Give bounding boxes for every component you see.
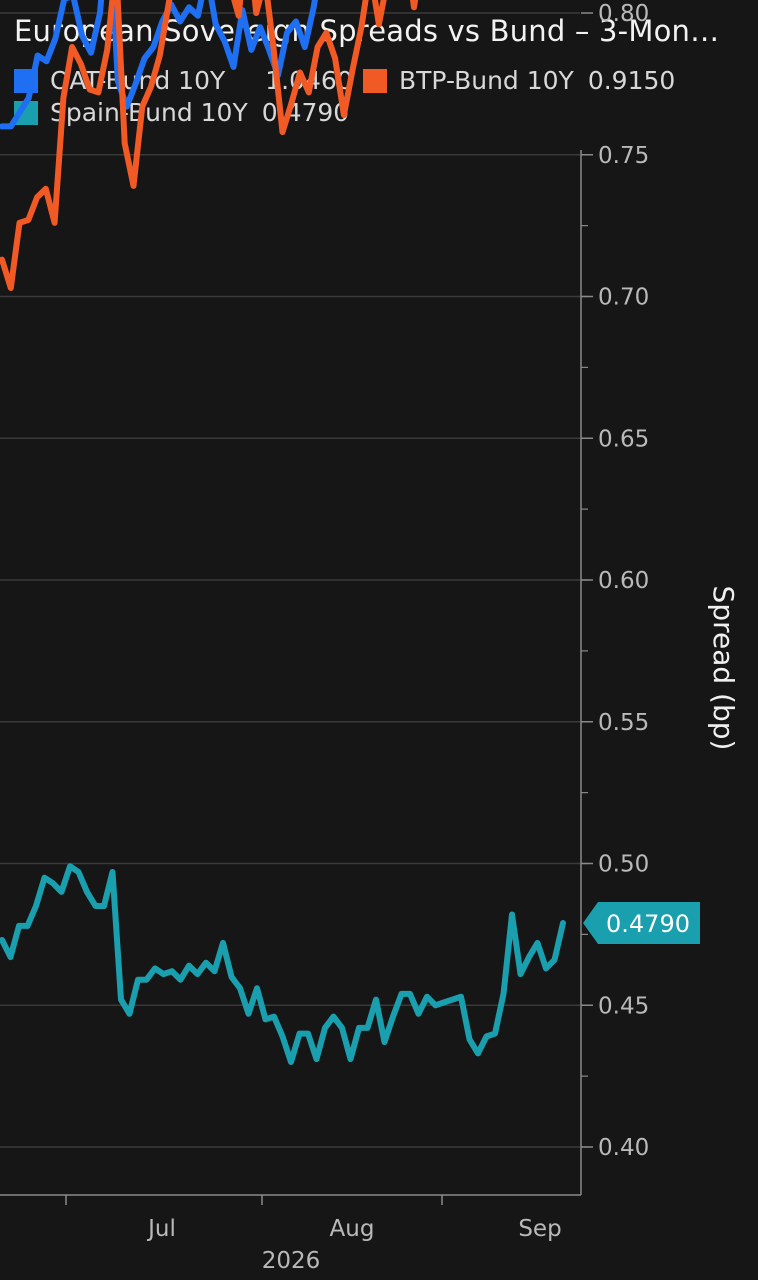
legend-label-spain: Spain-Bund 10Y xyxy=(50,98,248,127)
legend-label-btp: BTP-Bund 10Y xyxy=(399,66,574,95)
y-tick-label: 0.65 xyxy=(598,426,649,452)
badge-spain xyxy=(583,902,700,945)
y-tick-label: 0.75 xyxy=(598,143,649,169)
series-line-spain xyxy=(0,863,566,1065)
x-tick-label: Sep xyxy=(518,1216,561,1242)
x-year-label: 2026 xyxy=(262,1248,321,1274)
legend-item-spain[interactable]: Spain-Bund 10Y 0.4790 xyxy=(14,98,349,127)
y-tick-label: 0.45 xyxy=(598,993,649,1019)
y-tick-label: 0.70 xyxy=(598,285,649,311)
series-line-btp xyxy=(0,0,419,291)
badge-label: 0.4790 xyxy=(606,910,690,938)
x-tick-label: Aug xyxy=(330,1216,375,1242)
series-line-oat xyxy=(0,0,318,130)
y-axis-title: Spread (bp) xyxy=(707,586,740,751)
x-axis: Jul Aug Sep 2026 xyxy=(0,1194,581,1274)
legend-swatch-btp xyxy=(363,68,387,93)
y-tick-label: 0.50 xyxy=(598,852,649,878)
legend-value-spain: 0.4790 xyxy=(261,98,350,127)
y-axis: 1.101.051.000.950.900.850.800.750.700.65… xyxy=(580,1,649,1195)
y-tick-label: 0.40 xyxy=(598,1135,649,1161)
x-tick-label: Jul xyxy=(146,1216,176,1242)
last-value-badges: 1.04600.91500.4790 xyxy=(583,902,700,945)
legend-value-btp: 0.9150 xyxy=(587,66,676,95)
y-tick-label: 0.80 xyxy=(598,1,649,27)
y-tick-label: 0.55 xyxy=(598,710,649,736)
y-tick-label: 0.60 xyxy=(598,568,649,594)
gridlines xyxy=(0,12,580,1148)
legend-item-btp[interactable]: BTP-Bund 10Y 0.9150 xyxy=(363,66,675,95)
series-lines xyxy=(0,0,566,1065)
